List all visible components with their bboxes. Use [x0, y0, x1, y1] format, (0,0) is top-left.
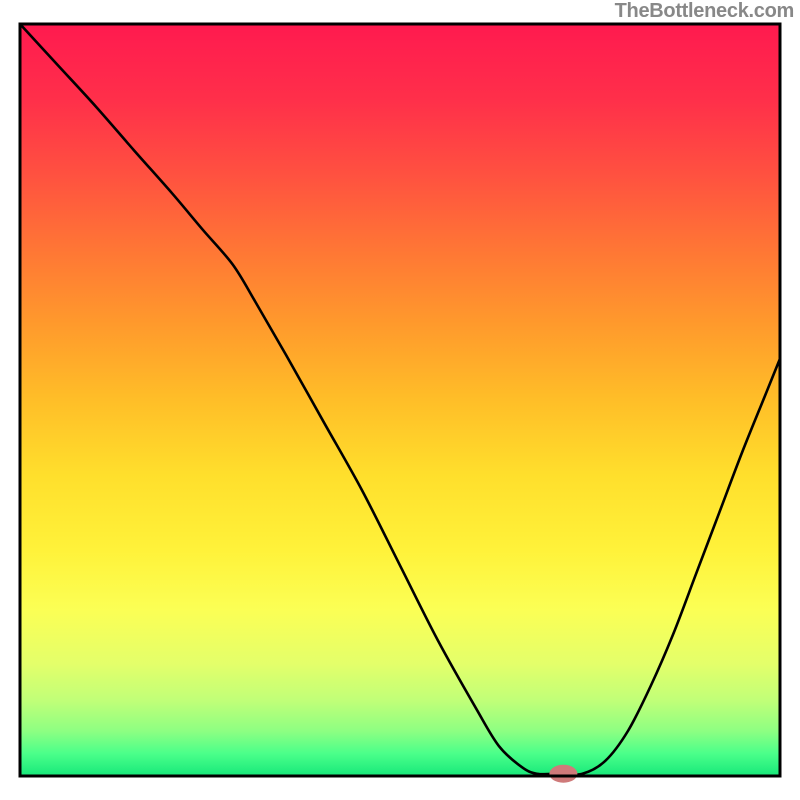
watermark-text: TheBottleneck.com	[615, 0, 794, 23]
plot-background	[20, 24, 780, 776]
chart-container: { "watermark": { "text": "TheBottleneck.…	[0, 0, 800, 800]
bottleneck-curve-chart	[0, 0, 800, 800]
optimal-marker	[549, 765, 577, 783]
